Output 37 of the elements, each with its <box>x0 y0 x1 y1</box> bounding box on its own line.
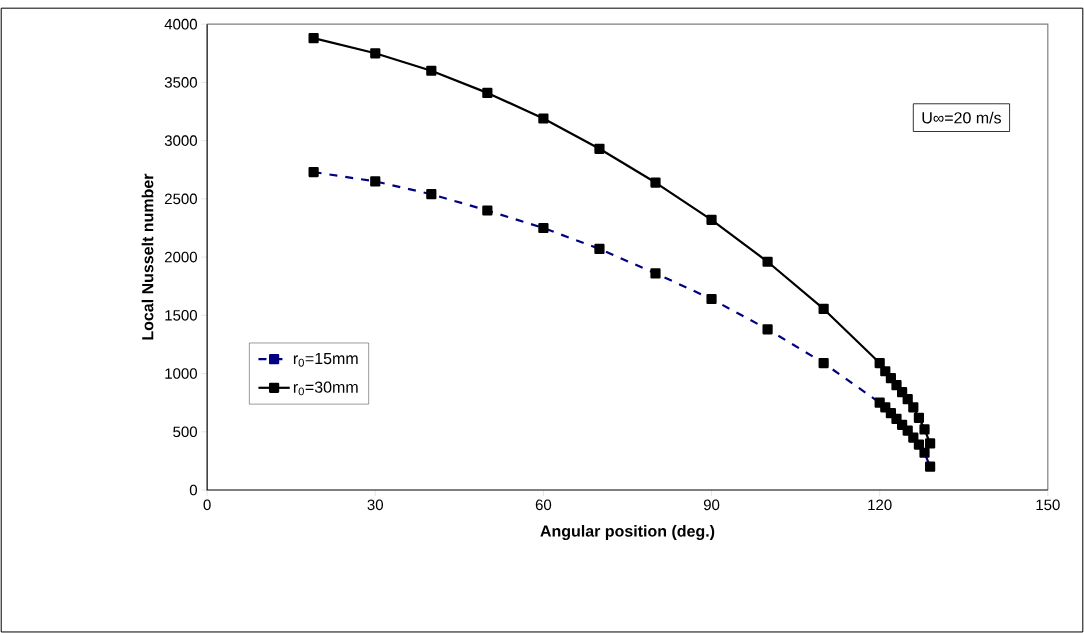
y-tick-label: 3000 <box>164 135 197 146</box>
point <box>370 48 381 59</box>
y-tick-label: 0 <box>189 484 198 496</box>
point <box>482 87 493 98</box>
point <box>891 380 902 391</box>
x-tick-label: 120 <box>868 499 892 511</box>
y-tick-label: 2000 <box>165 251 197 263</box>
point <box>818 303 829 314</box>
point <box>902 394 913 405</box>
y-tick-label: 2500 <box>165 193 197 205</box>
x-tick-label: 60 <box>535 499 552 511</box>
point <box>874 357 885 369</box>
point <box>762 256 773 267</box>
point <box>706 214 717 225</box>
x-tick-label: 90 <box>703 499 720 511</box>
point <box>908 402 919 413</box>
point <box>913 412 925 423</box>
point <box>925 438 936 449</box>
x-axis-title: Angular position (deg.) <box>540 524 715 540</box>
y-tick-label: 4000 <box>164 18 197 30</box>
point <box>538 113 549 124</box>
x-tick-label: 0 <box>203 499 211 511</box>
y-tick-label: 1500 <box>165 309 197 321</box>
legend-label: r$_{0}$=30mm <box>293 381 358 396</box>
point <box>650 177 661 188</box>
x-tick-label: 150 <box>1036 499 1060 511</box>
annotation: U∞=20 m/s <box>922 111 1001 124</box>
point <box>919 424 930 435</box>
legend-label: r$_{0}$=15mm <box>293 352 358 367</box>
y-tick-label: 1000 <box>165 368 197 379</box>
y-tick-label: 500 <box>173 426 197 438</box>
point <box>594 143 605 154</box>
x-tick-label: 30 <box>367 499 384 511</box>
point <box>426 65 437 76</box>
y-tick-label: 3500 <box>164 77 197 88</box>
point <box>308 32 319 44</box>
y-axis-title: Local Nusselt number <box>141 173 154 340</box>
